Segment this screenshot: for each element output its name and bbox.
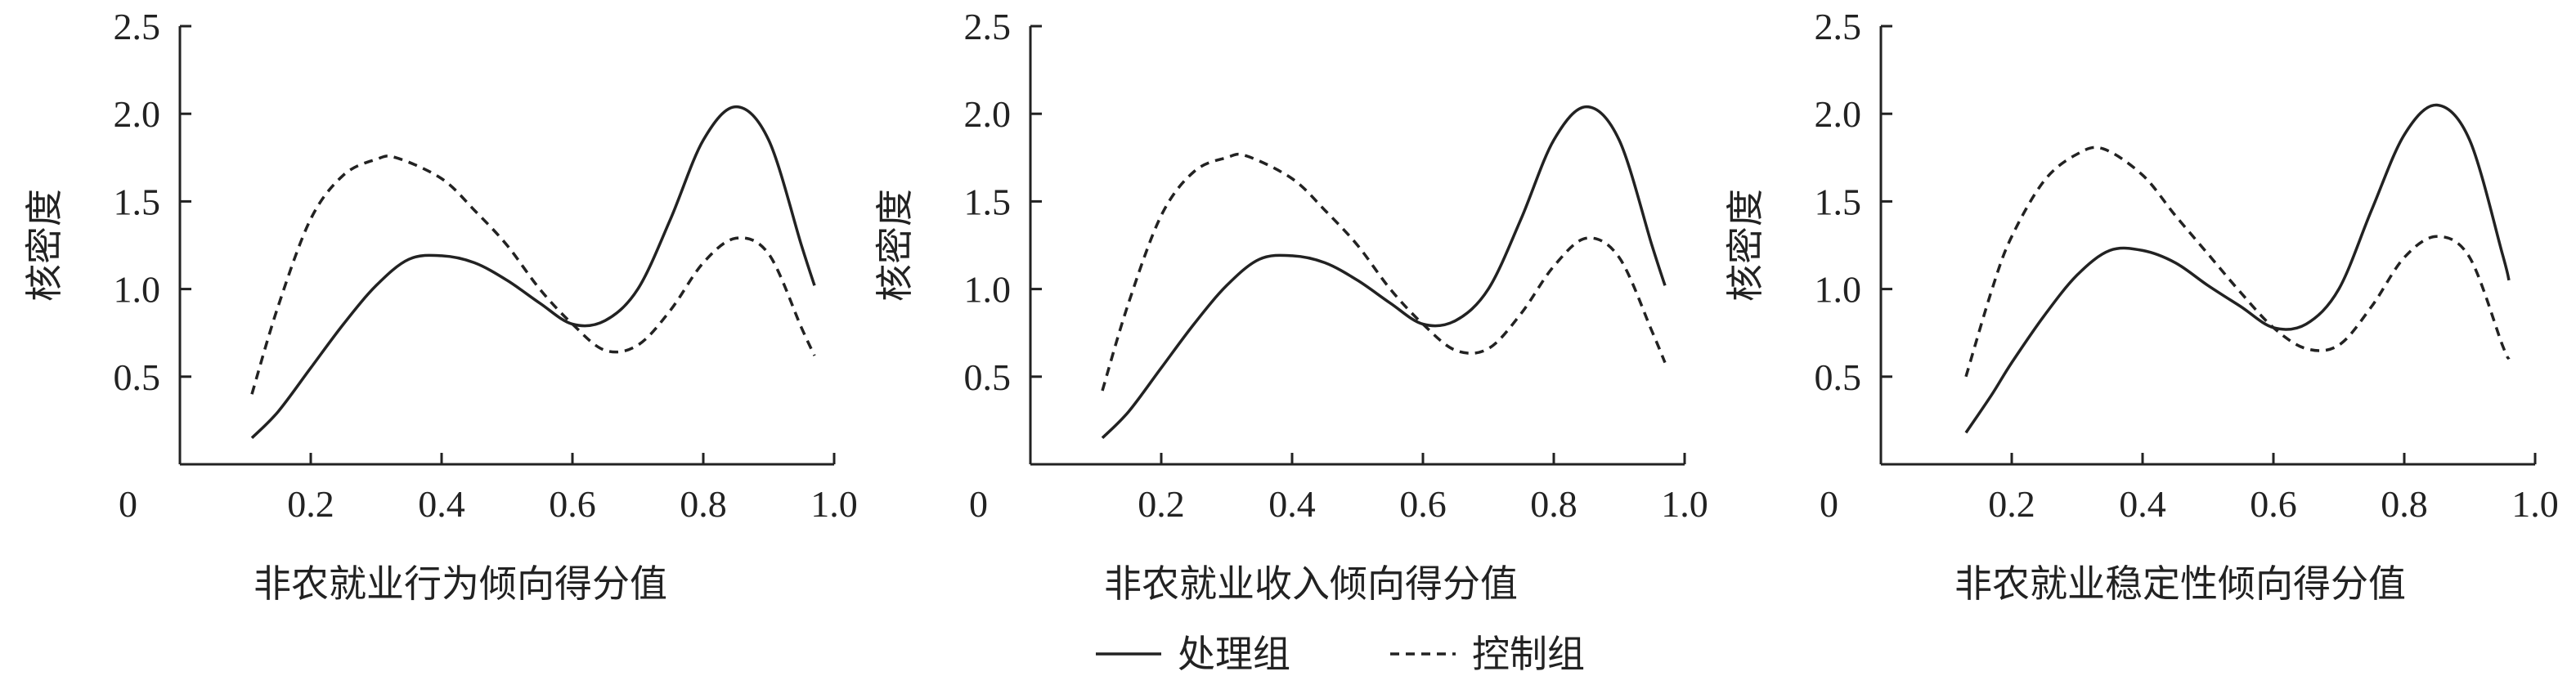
chart-panel-3: 0.5 1.0 1.5 2.0 2.5 0 0.2 0.4 0.6 0.8 1.0 核密度非农就业稳定…: [1723, 6, 2559, 606]
legend-label-control: 控制组: [1472, 632, 1585, 676]
y-axis-title: 核密度: [22, 189, 66, 302]
y-tick-label: 2.5: [964, 6, 1012, 47]
x-tick-label: 0.8: [1530, 483, 1577, 525]
x-tick-label: 1.0: [810, 483, 858, 525]
y-axis-title: 核密度: [1723, 189, 1767, 302]
x-tick-label: 1.0: [1661, 483, 1708, 525]
series-line-treatment: [1964, 103, 2511, 434]
x-axis-title: 非农就业稳定性倾向得分值: [1954, 562, 2406, 606]
x-tick-label: 0.6: [549, 483, 596, 525]
y-tick-label: 1.5: [964, 181, 1012, 222]
y-tick-label: 2.5: [114, 6, 161, 47]
x-tick-label: 1.0: [2511, 483, 2559, 525]
legend-label-treatment: 处理组: [1178, 632, 1290, 676]
y-tick-label: 0.5: [1815, 356, 1862, 398]
x-tick-label: 0.2: [1138, 483, 1185, 525]
x-tick-label: 0.2: [287, 483, 334, 525]
x-tick-label: 0.8: [2381, 483, 2428, 525]
x-tick-label: 0.6: [2250, 483, 2297, 525]
chart-panel-1: 0.5 1.0 1.5 2.0 2.5 0 0.2 0.4 0.6 0.8 1.0 核密度非农就业行为…: [22, 6, 858, 606]
y-tick-label: 2.0: [964, 93, 1012, 135]
y-tick-label: 0.5: [964, 356, 1012, 398]
x-tick-label: 0.4: [2119, 483, 2166, 525]
series-line-control: [1964, 145, 2511, 378]
x-tick-label: 0.8: [680, 483, 727, 525]
y-tick-label: 2.0: [1815, 93, 1862, 135]
y-tick-label: 0.5: [114, 356, 161, 398]
x-tick-label: 0.2: [1988, 483, 2035, 525]
x-tick-label: 0.4: [1268, 483, 1316, 525]
y-tick-label: 2.0: [114, 93, 161, 135]
y-axis-title: 核密度: [873, 189, 917, 302]
y-tick-label: 1.5: [1815, 181, 1862, 222]
x-tick-label: 0.6: [1399, 483, 1447, 525]
series-line-treatment: [250, 105, 816, 440]
x-axis-title: 非农就业收入倾向得分值: [1104, 562, 1518, 606]
x-tick-label: 0.4: [418, 483, 465, 525]
series-line-control: [1101, 152, 1667, 392]
chart-panel-2: 0.5 1.0 1.5 2.0 2.5 0 0.2 0.4 0.6 0.8 1.0 核密度非农就业收入…: [873, 6, 1708, 606]
legend: 处理组 控制组: [1096, 632, 1585, 676]
series-line-treatment: [1101, 105, 1667, 440]
origin-label: 0: [1820, 483, 1838, 525]
chart-panels: 0.5 1.0 1.5 2.0 2.5 0 0.2 0.4 0.6 0.8 1.0 核密度非农就业行为…: [22, 6, 2559, 606]
y-tick-label: 2.5: [1815, 6, 1862, 47]
origin-label: 0: [119, 483, 137, 525]
origin-label: 0: [969, 483, 988, 525]
y-tick-label: 1.5: [114, 181, 161, 222]
y-tick-label: 1.0: [1815, 269, 1862, 311]
y-tick-label: 1.0: [114, 269, 161, 311]
series-line-control: [250, 154, 816, 395]
y-tick-label: 1.0: [964, 269, 1012, 311]
x-axis-title: 非农就业行为倾向得分值: [254, 562, 667, 606]
